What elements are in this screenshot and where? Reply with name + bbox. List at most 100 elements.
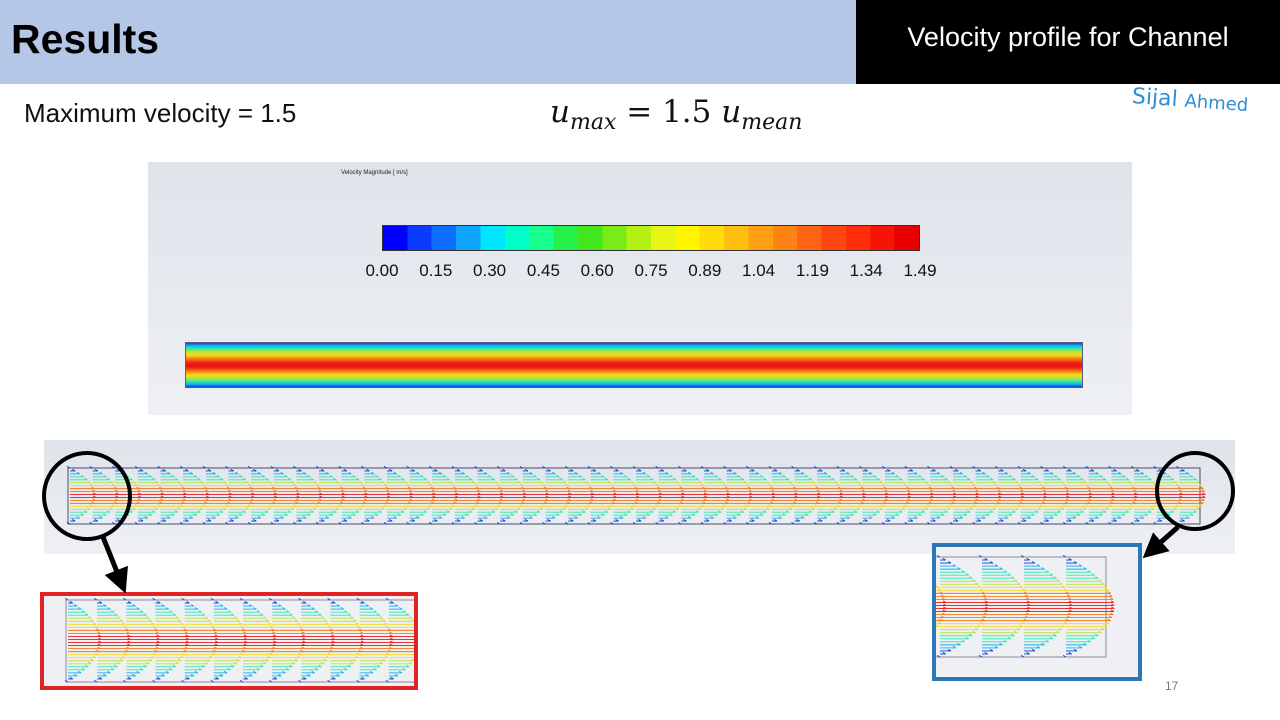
vector-head (796, 468, 800, 472)
vector-head (728, 468, 732, 472)
vector-head (169, 610, 173, 613)
vector-head (1027, 516, 1031, 519)
vector-head (961, 570, 966, 573)
vector-head (278, 673, 282, 677)
vector-head (181, 598, 185, 601)
vector-head (1091, 636, 1095, 640)
vector-head (408, 616, 413, 619)
vector-head (293, 483, 297, 487)
vector-head (1099, 513, 1103, 516)
vector-head (705, 519, 710, 522)
vector-head (510, 474, 515, 478)
vector-head (740, 510, 745, 513)
vector-head (423, 510, 428, 513)
vector-head (811, 480, 815, 484)
vector-head (1040, 466, 1044, 469)
vector-head (1020, 655, 1025, 658)
vector-head (245, 480, 249, 484)
vector-head (831, 477, 835, 481)
vector-head (390, 601, 394, 604)
vector-head (456, 468, 461, 472)
vector-head (260, 664, 264, 668)
vector-head (494, 480, 498, 484)
vector-head (360, 483, 365, 487)
vector-head (103, 604, 107, 607)
vector-head (239, 474, 243, 478)
vector-head (385, 598, 390, 601)
vector-head (132, 507, 136, 510)
vector-head (562, 507, 566, 510)
vector-head (152, 510, 156, 513)
vector-head (416, 516, 420, 519)
outlet-zoom-box (932, 543, 1142, 681)
vector-head (336, 480, 340, 484)
vector-head (134, 504, 138, 507)
vector-head (1095, 576, 1099, 579)
vector-head (1108, 466, 1112, 469)
vector-head (366, 519, 370, 522)
vector-head (307, 513, 311, 516)
vector-head (207, 519, 212, 522)
vector-head (1045, 570, 1050, 573)
vector-head (289, 664, 293, 668)
vector-head (496, 522, 501, 525)
vector-head (1008, 513, 1013, 516)
vector-head (1045, 468, 1049, 472)
vector-head (574, 516, 579, 519)
vector-head (899, 477, 903, 481)
vector-head (78, 670, 82, 674)
vector-head (136, 670, 140, 674)
vector-head (994, 504, 999, 507)
vector-head (1059, 627, 1063, 631)
vector-head (329, 513, 334, 516)
vector-head (675, 507, 680, 510)
vector-head (1140, 471, 1145, 475)
vector-head (944, 477, 948, 481)
vector-head (881, 504, 886, 507)
vector-head (766, 480, 770, 484)
vector-head (350, 661, 354, 665)
vector-head (366, 468, 370, 472)
vector-head (177, 480, 181, 484)
vector-head (1053, 633, 1057, 637)
vector-head (743, 480, 747, 484)
vector-head (1062, 483, 1067, 487)
vector-profile (89, 466, 119, 525)
vector-head (823, 471, 828, 475)
vector-head (536, 477, 541, 481)
vector-head (360, 504, 365, 507)
vector-head (881, 483, 886, 487)
vector-head (174, 510, 179, 513)
vector-head (519, 504, 523, 507)
vector-head (227, 667, 231, 671)
vector-head (92, 655, 97, 659)
vector-head (311, 670, 315, 674)
vector-head (127, 601, 132, 604)
vector-head (374, 513, 379, 516)
vector-head (805, 474, 809, 478)
vector-head (936, 624, 940, 628)
vector-head (655, 522, 659, 525)
vector-head (376, 613, 381, 616)
vector-head (723, 504, 727, 507)
vector-head (148, 658, 153, 662)
vector-profile (1153, 466, 1183, 525)
vector-head (678, 522, 682, 525)
vector-head (365, 604, 370, 607)
vector-head (755, 516, 760, 519)
vector-head (924, 507, 929, 510)
vector-head (952, 645, 957, 649)
vector-head (275, 519, 280, 522)
vector-head (379, 661, 384, 665)
vector-head (343, 519, 348, 522)
vector-head (650, 510, 654, 513)
signature-first: Sijal (1131, 84, 1179, 113)
formula-lhs-var: u (550, 94, 570, 130)
vector-head (321, 661, 325, 665)
vector-head (110, 610, 115, 613)
vector-head (175, 661, 179, 665)
vector-head (348, 516, 352, 519)
vector-head (677, 504, 682, 507)
vector-head (881, 466, 886, 469)
vector-head (154, 480, 159, 484)
